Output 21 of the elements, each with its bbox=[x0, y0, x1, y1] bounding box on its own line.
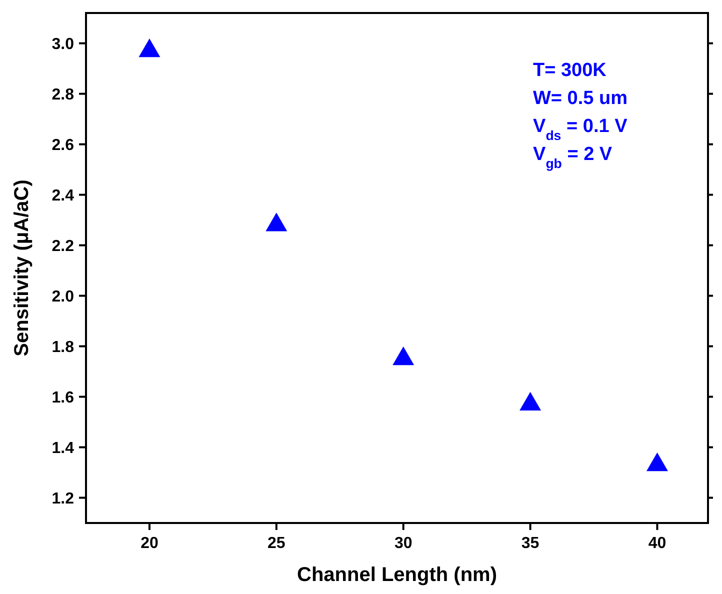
y-tick-label: 2.2 bbox=[52, 238, 74, 255]
annotation: V$_{gb}$ = 2 V bbox=[533, 144, 612, 170]
x-tick-label: 40 bbox=[648, 535, 666, 552]
x-tick-label: 30 bbox=[394, 535, 412, 552]
y-tick-label: 2.0 bbox=[52, 288, 74, 306]
y-tick-label: 1.8 bbox=[52, 338, 74, 356]
y-tick-label: 2.6 bbox=[52, 136, 74, 154]
y-axis-title: Sensitivity (μA/aC) bbox=[11, 180, 33, 356]
annotation: W= 0.5 um bbox=[533, 88, 628, 109]
y-tick-label: 2.8 bbox=[52, 86, 74, 104]
x-tick-label: 25 bbox=[268, 535, 286, 552]
y-tick-label: 1.2 bbox=[52, 490, 74, 508]
x-tick-label: 35 bbox=[521, 535, 540, 552]
y-tick-label: 1.4 bbox=[52, 440, 74, 457]
y-tick-label: 1.6 bbox=[52, 389, 74, 406]
x-tick-label: 20 bbox=[140, 535, 158, 552]
y-tick-label: 3.0 bbox=[52, 36, 74, 53]
x-axis-title: Channel Length (nm) bbox=[297, 564, 497, 586]
annotation: V$_{ds}$ = 0.1 V bbox=[533, 116, 628, 142]
annotation: T= 300K bbox=[533, 60, 607, 81]
y-tick-label: 2.4 bbox=[52, 187, 74, 204]
